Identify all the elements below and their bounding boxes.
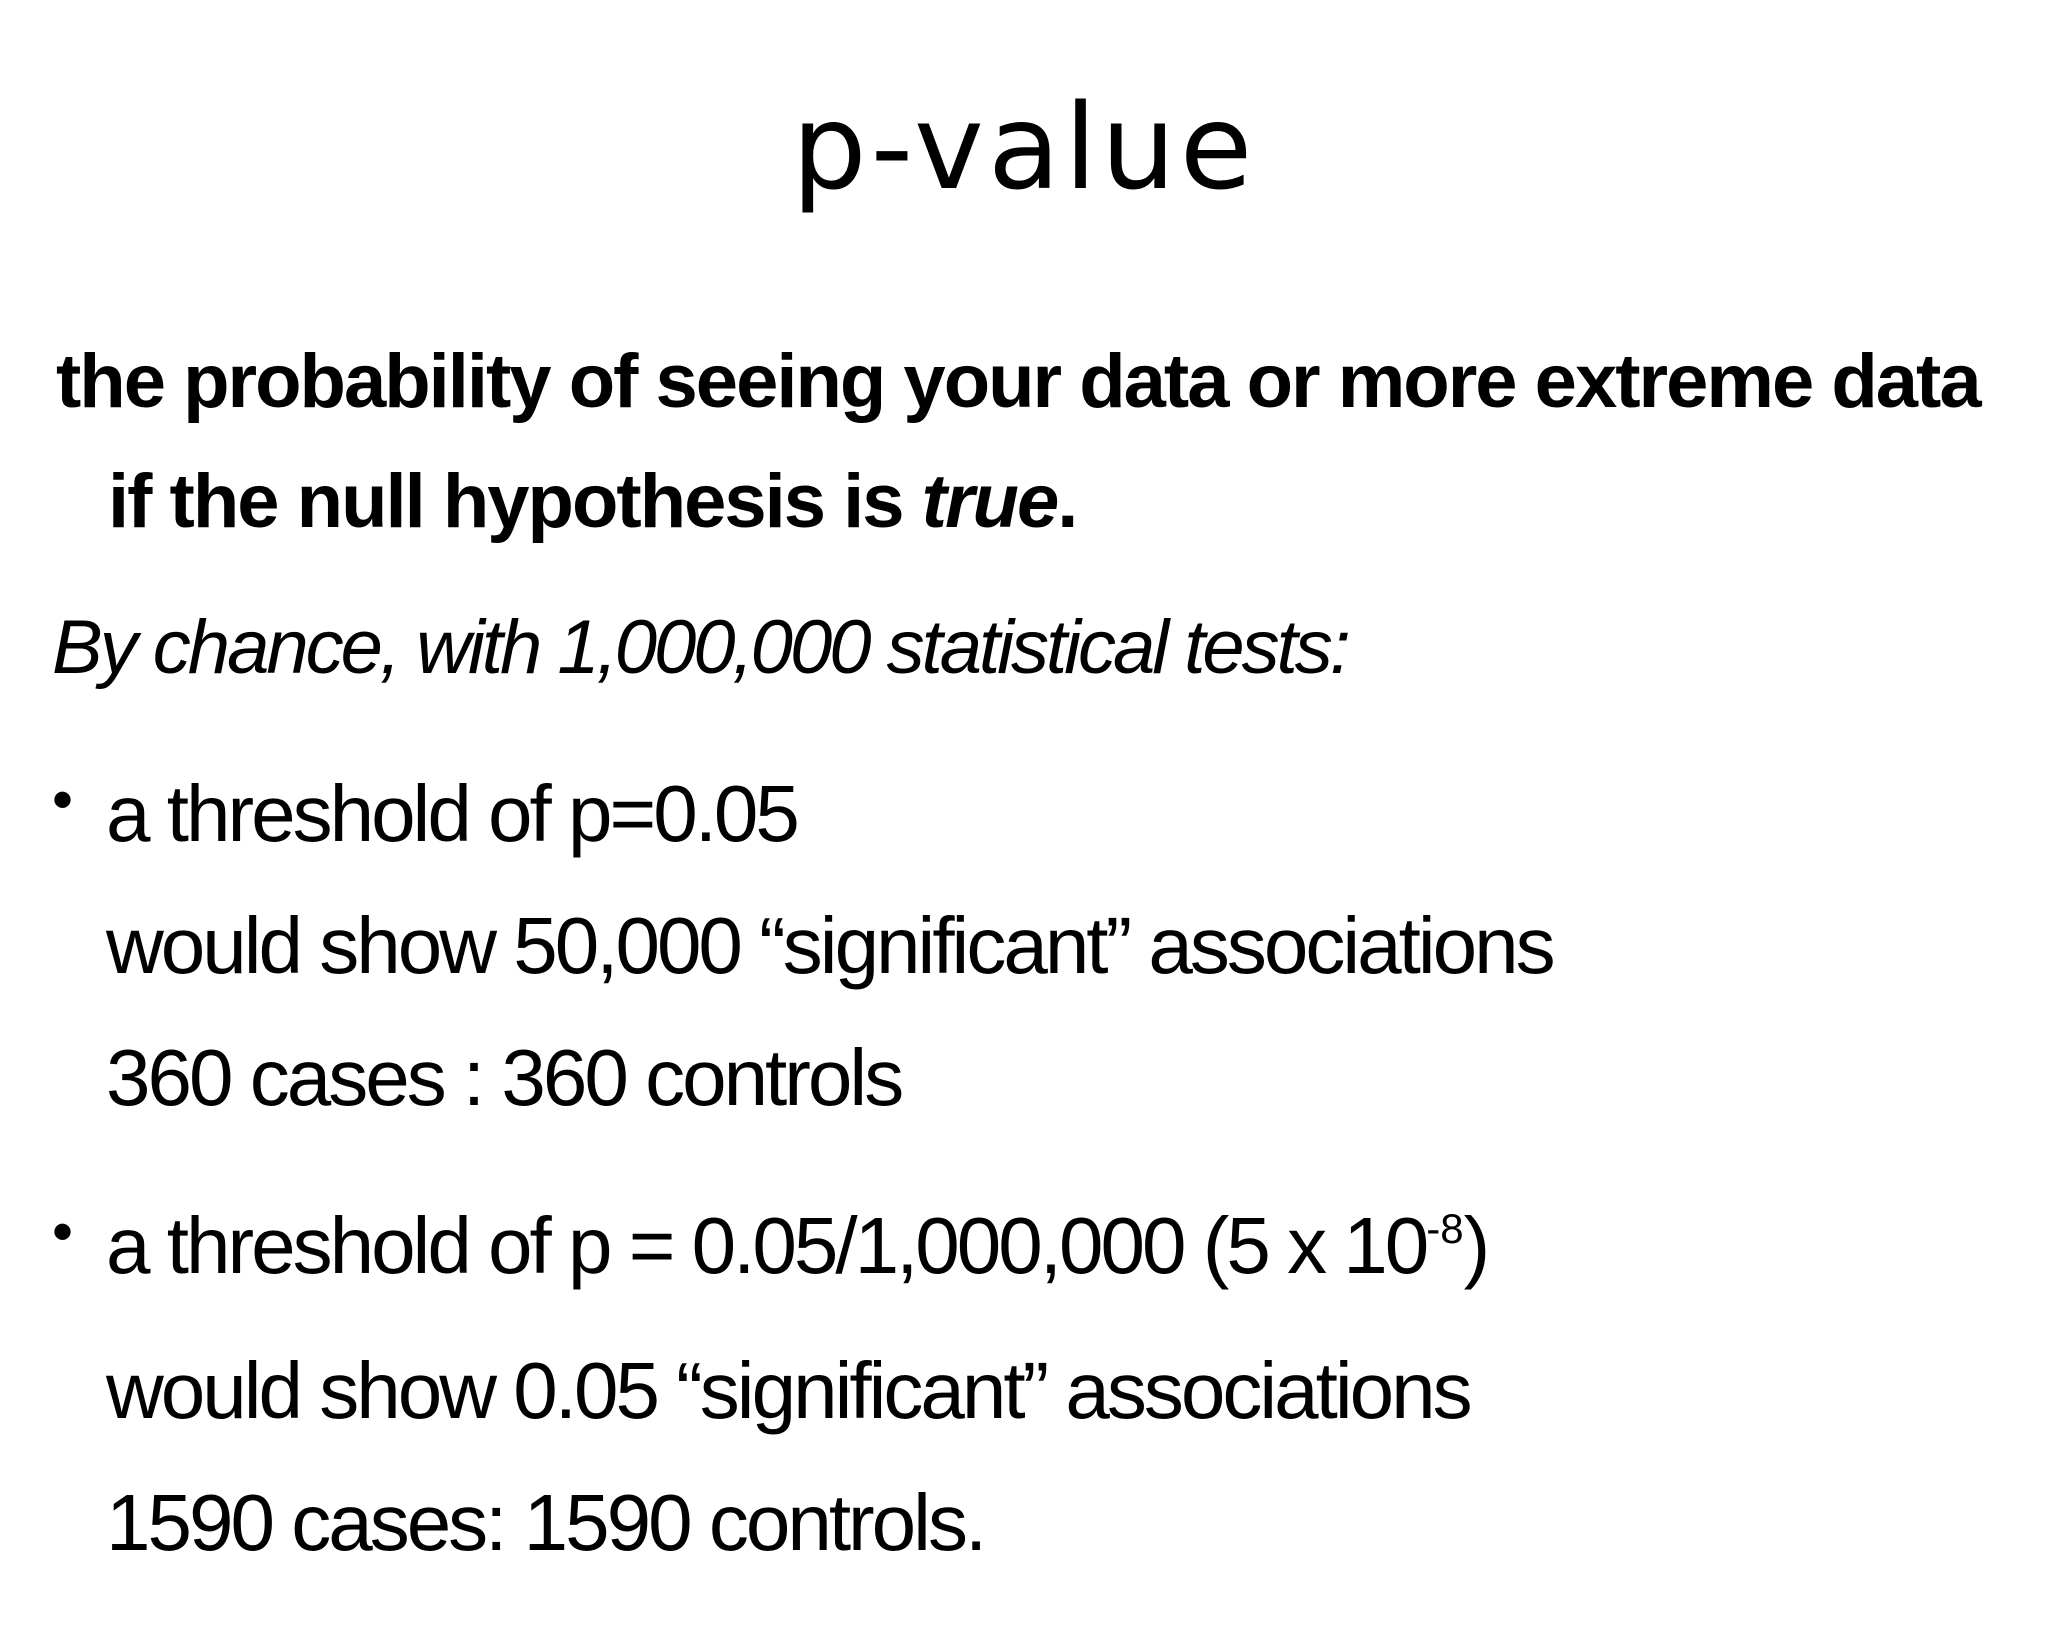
bullet-list: • a threshold of p=0.05 would show 50,00… bbox=[52, 748, 1982, 1625]
bullet-line-cases: 1590 cases: 1590 controls. bbox=[106, 1478, 987, 1567]
bullet-line-associations: would show 50,000 “significant” associat… bbox=[106, 901, 1556, 990]
bullet-marker: • bbox=[52, 766, 73, 833]
definition-text: the probability of seeing your data or m… bbox=[56, 322, 2038, 562]
bullet-line-associations: would show 0.05 “significant” associatio… bbox=[106, 1346, 1473, 1435]
slide-title: p-value bbox=[791, 78, 1257, 216]
bullet-marker: • bbox=[52, 1198, 73, 1265]
subheading: By chance, with 1,000,000 statistical te… bbox=[52, 605, 1351, 690]
bullet-line-cases: 360 cases : 360 controls bbox=[106, 1033, 904, 1122]
bullet-item-p005: • a threshold of p=0.05 would show 50,00… bbox=[52, 748, 1982, 1144]
definition-main: the probability of seeing your data or m… bbox=[56, 339, 1982, 544]
exponent: -8 bbox=[1426, 1205, 1464, 1252]
definition-emphasis: true bbox=[921, 459, 1060, 544]
bullet-line-threshold: a threshold of p = 0.05/1,000,000 (5 x 1… bbox=[106, 1180, 1982, 1325]
bullet-line-threshold: a threshold of p=0.05 bbox=[106, 769, 800, 858]
threshold-close: ) bbox=[1463, 1201, 1491, 1290]
bullet-item-bonferroni: • a threshold of p = 0.05/1,000,000 (5 x… bbox=[52, 1180, 1982, 1589]
slide: p-value the probability of seeing your d… bbox=[52, 78, 2038, 1567]
definition-end: . bbox=[1057, 459, 1078, 544]
threshold-text: a threshold of p = 0.05/1,000,000 (5 x 1… bbox=[106, 1201, 1429, 1290]
